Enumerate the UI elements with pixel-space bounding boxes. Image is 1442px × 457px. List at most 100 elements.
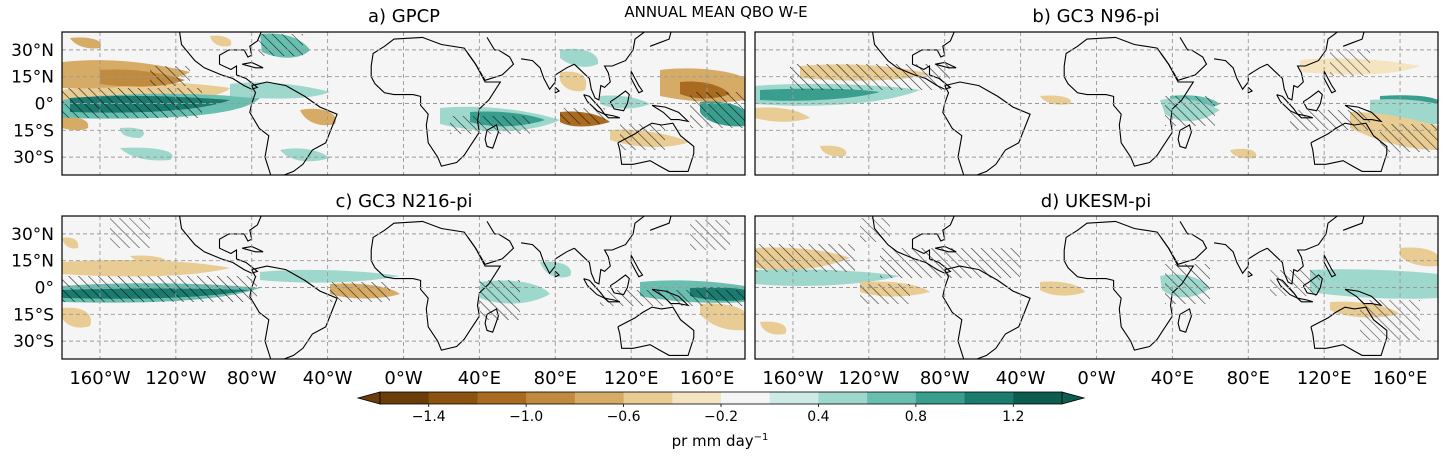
colorbar-segment	[915, 392, 966, 404]
coastlines	[179, 216, 695, 359]
coastline	[942, 265, 1031, 359]
longitude-tick-label: 160°E	[680, 368, 735, 389]
coastline	[521, 242, 575, 275]
colorbar-segment	[867, 392, 917, 404]
coastline	[249, 265, 338, 359]
coastline	[467, 221, 515, 265]
colorbar-segment	[428, 392, 478, 404]
colorbar-extend-min	[356, 391, 381, 405]
coastline	[1214, 58, 1268, 91]
panel-frame	[754, 31, 1439, 176]
panel-d-precip-anomaly-field	[755, 218, 1438, 340]
colorbar-tick-label: −0.2	[704, 409, 738, 425]
coastline	[651, 288, 690, 307]
coastline	[872, 216, 955, 274]
panel-a-title: a) GPCP	[368, 6, 440, 27]
coastline	[242, 61, 264, 69]
coastline	[1214, 242, 1268, 275]
coastline	[630, 255, 644, 278]
coastline	[1342, 216, 1365, 231]
longitude-tick-label: 40°E	[458, 368, 501, 389]
coastline	[935, 61, 957, 69]
longitude-tick-label: 120°E	[1297, 368, 1352, 389]
coastline	[249, 81, 338, 175]
longitude-tick-label: 0°W	[384, 368, 422, 389]
longitude-tick-label: 0°W	[1077, 368, 1115, 389]
latitude-tick-label: 0°	[35, 279, 54, 299]
coastline	[467, 37, 515, 81]
colorbar-segment	[1013, 392, 1063, 404]
coastline	[609, 274, 630, 296]
coastline	[942, 81, 1031, 175]
colorbar-tick-label: 1.2	[1002, 409, 1024, 425]
longitude-tick-labels: 160°W 120°W 80°W 40°W 0°W 40°E 80°E 120°E 160°E 1…	[69, 368, 1427, 389]
coastline	[484, 308, 499, 333]
coastlines	[872, 216, 1388, 359]
coastline	[651, 104, 690, 123]
longitude-tick-label: 80°W	[920, 368, 970, 389]
gridlines-layer	[62, 32, 1438, 359]
coastline	[1063, 36, 1195, 167]
latitude-tick-label: 30°S	[13, 332, 54, 352]
coastline	[617, 306, 695, 356]
coastline	[1302, 274, 1323, 296]
panel-b-title: b) GC3 N96-pi	[1032, 6, 1159, 27]
longitude-tick-label: 120°E	[604, 368, 659, 389]
coastlines	[179, 32, 695, 175]
longitude-tick-label: 40°E	[1151, 368, 1194, 389]
coastline	[630, 71, 644, 94]
longitude-tick-label: 80°W	[227, 368, 277, 389]
coastline	[935, 245, 957, 253]
latitude-tick-label: 30°S	[13, 148, 54, 168]
coastline	[1323, 255, 1337, 278]
longitude-tick-label: 40°W	[303, 368, 353, 389]
longitude-tick-label: 160°W	[762, 368, 823, 389]
coastline	[609, 90, 630, 112]
coastline	[1177, 308, 1192, 333]
colorbar-label: pr mm day−1	[672, 432, 769, 450]
coastline	[1297, 297, 1313, 303]
coastline	[1160, 37, 1208, 81]
coastline	[604, 113, 620, 119]
panel-d-title: d) UKESM-pi	[1041, 191, 1151, 212]
coastline	[370, 36, 502, 167]
colorbar-segment	[769, 392, 819, 404]
colorbar-segment	[623, 392, 673, 404]
coastline	[1160, 221, 1208, 265]
coastline	[617, 122, 695, 172]
coastline	[1266, 32, 1338, 101]
coastline	[1344, 288, 1383, 307]
colorbar-tick-label: −1.4	[412, 409, 446, 425]
coastline	[1297, 113, 1313, 119]
coastline	[179, 32, 262, 90]
panel-frame	[754, 215, 1439, 360]
longitude-tick-label: 160°E	[1373, 368, 1428, 389]
coastline	[1177, 124, 1192, 149]
panel-c-precip-anomaly-field	[62, 218, 745, 331]
panel-c-title: c) GC3 N216-pi	[335, 191, 472, 212]
coastline	[1323, 71, 1337, 94]
coastline	[370, 220, 502, 351]
latitude-tick-label: 15°S	[13, 121, 54, 141]
coastline	[649, 32, 672, 47]
panel-frame	[61, 31, 746, 176]
coastline	[1266, 216, 1338, 285]
coastline	[872, 32, 955, 90]
coastline	[242, 245, 264, 253]
colorbar-segment	[574, 392, 625, 404]
colorbar-segment	[477, 392, 527, 404]
longitude-tick-label: 120°W	[838, 368, 899, 389]
latitude-tick-label: 30°N	[11, 41, 54, 61]
coastline	[573, 32, 645, 101]
coastline	[604, 297, 620, 303]
colorbar-tick-label: −0.6	[607, 409, 641, 425]
colorbar-segment	[964, 392, 1014, 404]
latitude-tick-label: 15°N	[11, 68, 54, 88]
coastlines-layer	[179, 32, 1388, 359]
colorbar-tick-label: 0.4	[807, 409, 829, 425]
coastline	[1310, 122, 1388, 172]
colorbar-extend-max	[1061, 391, 1086, 405]
colorbar-tick-label: −1.0	[509, 409, 543, 425]
latitude-tick-label: 15°N	[11, 252, 54, 272]
